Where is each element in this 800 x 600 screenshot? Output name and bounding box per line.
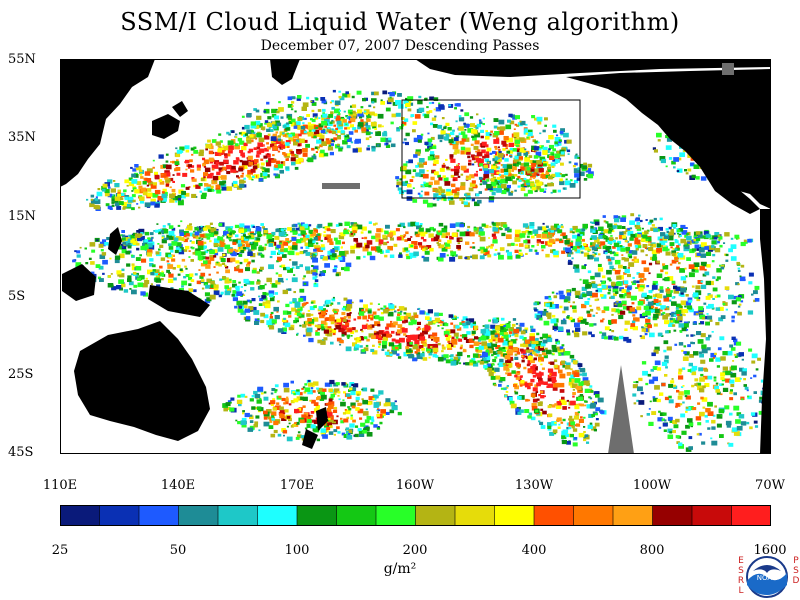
lon-label-110e: 110E bbox=[42, 478, 78, 493]
colorbar-swatch bbox=[415, 505, 456, 526]
missing-data bbox=[322, 63, 734, 454]
cloud-liquid-water-map bbox=[60, 59, 771, 454]
colorbar bbox=[60, 505, 771, 526]
lat-label-45s: 45S bbox=[8, 445, 34, 460]
landmass-japan bbox=[152, 101, 188, 139]
colorbar-swatch bbox=[218, 505, 258, 526]
landmass-new-zealand bbox=[302, 407, 328, 449]
lon-label-160w: 160W bbox=[395, 478, 435, 493]
colorbar-swatch bbox=[336, 505, 377, 526]
colorbar-swatch bbox=[297, 505, 337, 526]
landmass-kamchatka bbox=[270, 59, 300, 85]
map-frame bbox=[60, 59, 771, 454]
colorbar-swatch bbox=[613, 505, 653, 526]
noaa-logo-text: NOAA bbox=[757, 574, 778, 582]
lat-label-15n: 15N bbox=[8, 209, 36, 224]
lon-label-100w: 100W bbox=[632, 478, 672, 493]
colorbar-label-1600: 1600 bbox=[753, 543, 787, 558]
colorbar-label-100: 100 bbox=[284, 543, 310, 558]
lat-label-5s: 5S bbox=[8, 289, 26, 304]
colorbar-label-25: 25 bbox=[51, 543, 69, 558]
lon-label-130w: 130W bbox=[514, 478, 554, 493]
landmass-philippines bbox=[108, 227, 122, 255]
colorbar-label-50: 50 bbox=[169, 543, 187, 558]
landmass-alaska bbox=[415, 59, 771, 77]
colorbar-swatch bbox=[731, 505, 771, 526]
colorbar-swatch bbox=[99, 505, 140, 526]
missing-strip-north bbox=[322, 183, 360, 189]
landmass-borneo bbox=[62, 264, 96, 301]
cloud-field bbox=[72, 89, 771, 452]
map-title: SSM/I Cloud Liquid Water (Weng algorithm… bbox=[120, 8, 680, 36]
landmass-australia bbox=[74, 321, 210, 441]
colorbar-swatch bbox=[60, 505, 100, 526]
colorbar-swatch bbox=[455, 505, 495, 526]
lat-label-55n: 55N bbox=[8, 52, 36, 67]
lat-label-35n: 35N bbox=[8, 130, 36, 145]
missing-wedge-south bbox=[608, 365, 634, 454]
colorbar-label-800: 800 bbox=[639, 543, 665, 558]
lon-label-170e: 170E bbox=[279, 478, 315, 493]
colorbar-swatch bbox=[139, 505, 179, 526]
colorbar-swatch bbox=[534, 505, 574, 526]
colorbar-swatch bbox=[494, 505, 535, 526]
colorbar-swatch bbox=[573, 505, 614, 526]
colorbar-swatch bbox=[692, 505, 732, 526]
colorbar-label-200: 200 bbox=[402, 543, 428, 558]
colorbar-swatch bbox=[257, 505, 298, 526]
missing-patch-northeast bbox=[722, 63, 734, 75]
noaa-logo-icon: NOAA bbox=[746, 556, 788, 598]
landmasses bbox=[60, 59, 771, 454]
colorbar-swatch bbox=[178, 505, 219, 526]
colorbar-frame bbox=[60, 505, 771, 526]
landmass-north-america bbox=[566, 69, 771, 209]
lat-label-25s: 25S bbox=[8, 367, 34, 382]
lon-label-140e: 140E bbox=[160, 478, 196, 493]
colorbar-label-400: 400 bbox=[521, 543, 547, 558]
map-subtitle: December 07, 2007 Descending Passes bbox=[260, 38, 540, 54]
lon-label-70w: 70W bbox=[755, 478, 785, 493]
landmass-asia bbox=[60, 59, 155, 187]
landmass-new-guinea bbox=[148, 285, 210, 317]
units-label: g/m² bbox=[383, 561, 417, 577]
landmass-south-america bbox=[760, 209, 771, 454]
landmass-central-america bbox=[700, 167, 760, 214]
colorbar-swatch bbox=[652, 505, 693, 526]
region-box bbox=[401, 99, 581, 199]
colorbar-swatch bbox=[376, 505, 416, 526]
